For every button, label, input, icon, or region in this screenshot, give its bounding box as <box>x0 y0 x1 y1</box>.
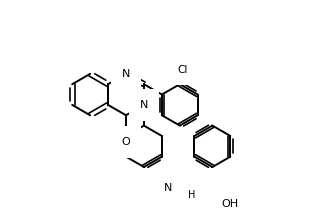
Text: N: N <box>164 183 172 193</box>
Text: N: N <box>122 69 130 79</box>
Text: N: N <box>140 100 148 110</box>
Text: O: O <box>122 137 130 147</box>
Text: N: N <box>187 183 196 193</box>
Text: Cl: Cl <box>177 65 187 75</box>
Text: H: H <box>188 190 195 200</box>
Text: OH: OH <box>221 199 239 209</box>
